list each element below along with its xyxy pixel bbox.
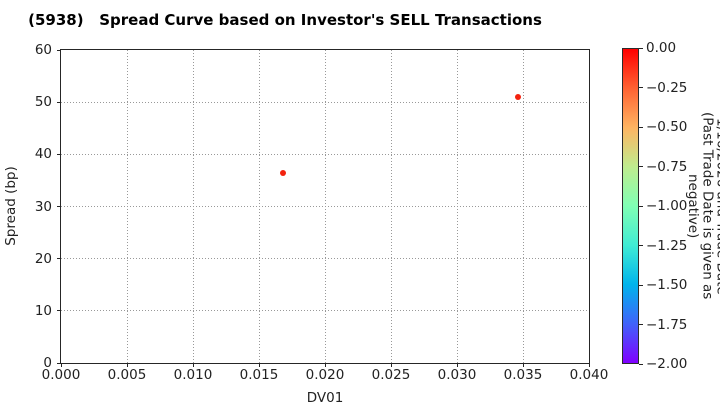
x-tick-label: 0.010 [173,367,213,383]
y-tick [57,362,61,364]
x-tick-label: 0.035 [503,367,543,383]
y-tick-label: 30 [34,198,52,215]
y-tick [57,153,61,155]
y-tick [57,101,61,103]
y-tick [57,206,61,207]
x-tick-label: 0.015 [239,367,279,383]
colorbar-tick-label: −0.50 [646,119,688,135]
y-tick [57,49,61,51]
horizontal-gridline [61,310,589,312]
x-tick-label: 0.005 [107,367,147,383]
colorbar-tick-label: −0.75 [646,158,688,175]
y-tick [57,258,61,260]
horizontal-gridline [61,153,589,155]
colorbar-label: Time in years between 1/16/2026 and Trad… [685,112,720,300]
y-tick-label: 50 [34,94,52,111]
y-tick [57,310,61,312]
x-tick [126,363,128,367]
y-tick-label: 10 [34,302,52,319]
horizontal-gridline [61,206,589,207]
x-tick [390,363,392,367]
colorbar-tick [639,363,643,365]
horizontal-gridline [61,258,589,260]
horizontal-gridline [61,101,589,103]
x-tick [588,363,590,367]
colorbar-tick [639,284,643,286]
colorbar-gradient [622,48,639,364]
x-tick-label: 0.040 [569,367,609,383]
x-tick [192,363,194,367]
x-tick [456,363,458,367]
x-tick-label: 0.020 [305,367,345,383]
x-tick [60,363,62,367]
colorbar-tick [639,47,643,49]
x-tick-label: 0.000 [41,367,81,383]
y-tick-label: 40 [34,146,52,163]
plot-area [60,49,590,364]
colorbar-tick [639,166,643,167]
x-tick-label: 0.030 [437,367,477,383]
chart-title: (5938) Spread Curve based on Investor's … [28,11,542,29]
x-tick-label: 0.025 [371,367,411,383]
colorbar-tick [639,245,643,246]
data-point [514,93,521,100]
y-tick-label: 20 [34,250,52,267]
colorbar-tick-label: −1.75 [646,316,688,333]
colorbar-tick [639,205,643,207]
colorbar-tick [639,126,643,128]
colorbar-tick-label: −1.25 [646,237,688,254]
colorbar-tick-label: −1.50 [646,277,688,293]
x-tick [522,363,524,367]
colorbar-tick-label: 0.00 [646,40,677,56]
colorbar-tick-label: −1.00 [646,198,688,214]
y-tick-label: 60 [34,42,52,58]
colorbar-tick-label: −0.25 [646,79,688,96]
x-tick [258,363,260,367]
colorbar-tick [639,87,643,88]
data-point [279,169,286,176]
colorbar-tick-label: −2.00 [646,356,688,372]
x-tick [324,363,326,367]
x-axis-label: DV01 [306,390,344,406]
y-tick-label: 0 [43,355,52,371]
colorbar-tick [639,324,643,325]
